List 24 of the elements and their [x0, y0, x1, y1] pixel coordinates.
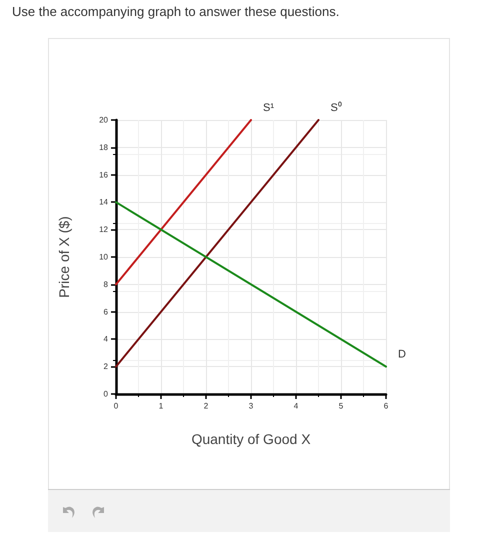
- y-tick-label: 14: [99, 198, 109, 207]
- x-tick-label: 5: [338, 402, 344, 410]
- y-tick-label: 12: [99, 225, 109, 234]
- y-tick-label: 16: [99, 170, 109, 180]
- y-tick-label: 18: [99, 142, 109, 152]
- y-tick-label: 10: [99, 252, 109, 262]
- x-tick-label: 1: [158, 402, 164, 410]
- x-tick-label: 3: [248, 402, 254, 410]
- y-tick-label: 6: [104, 307, 109, 316]
- y-tick-label: 0: [104, 390, 109, 398]
- x-axis-title: Quantity of Good X: [191, 431, 312, 447]
- series-label: S⁰: [330, 101, 342, 114]
- series-label: D: [398, 348, 406, 361]
- x-tick-label: 0: [114, 402, 119, 410]
- y-tick-label: 2: [104, 362, 109, 372]
- y-tick-label: 4: [104, 334, 109, 344]
- y-tick-label: 20: [99, 116, 109, 124]
- x-tick-label: 4: [294, 402, 299, 410]
- x-tick-label: 2: [204, 402, 209, 410]
- y-tick-label: 8: [104, 280, 109, 289]
- chart-title: Use the accompanying graph to answer these questions.: [12, 4, 340, 19]
- y-axis-title: Price of X ($): [56, 216, 72, 298]
- x-tick-label: 6: [384, 402, 389, 410]
- series-label: S¹: [263, 102, 274, 114]
